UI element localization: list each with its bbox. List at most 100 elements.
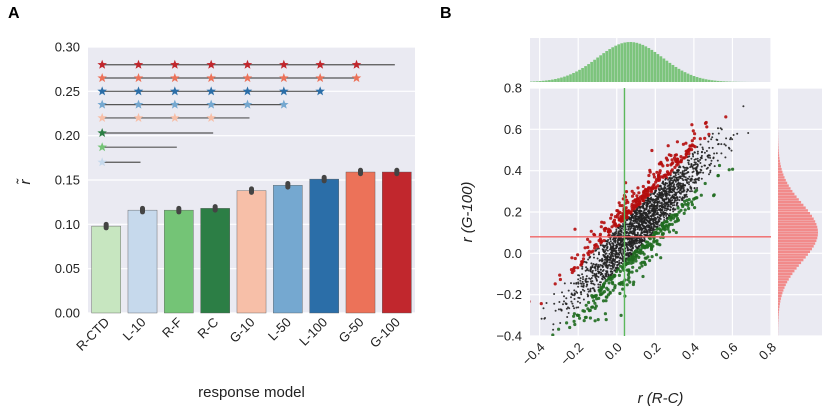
scatter-point (619, 214, 623, 219)
scatter-point (640, 244, 645, 248)
scatter-point (681, 170, 684, 173)
scatter-point (621, 248, 624, 251)
scatter-point (660, 197, 663, 200)
scatter-point (699, 193, 703, 197)
scatter-point (664, 211, 667, 214)
scatter-point (622, 223, 624, 225)
y-axis-label: r (G-100) (459, 182, 476, 243)
marginal-y-bar (778, 151, 779, 154)
scatter-point (689, 190, 692, 193)
scatter-point (595, 249, 598, 252)
scatter-point (731, 167, 735, 171)
scatter-point (724, 144, 727, 147)
scatter-point (587, 288, 589, 291)
scatter-point (616, 256, 619, 259)
scatter-point (696, 146, 699, 148)
scatter-point (648, 168, 652, 172)
scatter-point (629, 222, 632, 224)
scatter-point (649, 223, 652, 226)
scatter-point (591, 280, 594, 283)
scatter-point (685, 179, 688, 182)
scatter-point (605, 264, 608, 267)
marginal-x-bar (662, 58, 666, 82)
scatter-point (697, 179, 700, 182)
scatter-point (633, 210, 635, 213)
marginal-x-bar (602, 53, 606, 82)
scatter-point (639, 249, 643, 253)
scatter-point (645, 204, 648, 207)
bar-l-50 (273, 185, 303, 314)
x-tick-label: L-100 (296, 315, 330, 349)
scatter-point (573, 294, 576, 297)
scatter-point (669, 163, 673, 167)
marginal-y-bar (778, 159, 780, 163)
x-tick-label: R-F (159, 314, 185, 340)
scatter-point (659, 185, 662, 188)
scatter-point (686, 188, 689, 191)
scatter-point (609, 247, 612, 250)
marginal-y-bar (778, 264, 799, 267)
scatter-point (656, 207, 659, 210)
marginal-x-bar (542, 80, 545, 82)
scatter-point (664, 193, 667, 196)
significance-star (97, 112, 107, 122)
significance-star (133, 59, 144, 69)
scatter-point (612, 234, 615, 237)
scatter-point (686, 195, 688, 198)
scatter-point (592, 253, 595, 256)
scatter-point (665, 158, 670, 162)
scatter-point (643, 239, 646, 242)
scatter-point (598, 251, 600, 254)
scatter-point (632, 227, 635, 230)
significance-star (279, 73, 289, 83)
scatter-point (665, 196, 668, 199)
marginal-x-bar (686, 73, 690, 82)
scatter-point (602, 249, 605, 251)
scatter-point (696, 187, 699, 189)
scatter-point (645, 214, 648, 217)
scatter-point (644, 228, 647, 230)
marginal-y-bar (778, 305, 780, 309)
scatter-point (701, 146, 704, 149)
scatter-point (570, 296, 572, 299)
marginal-x-bar (710, 80, 714, 82)
scatter-point (646, 255, 650, 259)
scatter-point (673, 178, 676, 181)
significance-star (351, 59, 362, 69)
scatter-point (692, 136, 696, 140)
bar-r-f (164, 209, 194, 314)
scatter-point (619, 228, 622, 231)
scatter-point (651, 244, 655, 248)
scatter-point (677, 168, 680, 171)
scatter-point (610, 259, 612, 262)
scatter-point (603, 276, 606, 279)
marginal-y-bar (778, 267, 797, 270)
marginal-x-bar (695, 77, 699, 82)
scatter-point (643, 209, 646, 212)
scatter-point (676, 188, 679, 191)
scatter-point (636, 231, 639, 234)
scatter-point (570, 282, 572, 285)
scatter-point (591, 274, 594, 277)
scatter-point (615, 230, 618, 233)
scatter-point (552, 323, 555, 326)
scatter-point (638, 238, 641, 241)
scatter-point (672, 184, 675, 187)
scatter-point (711, 132, 714, 135)
scatter-point (671, 191, 674, 194)
scatter-point (591, 271, 594, 274)
marginal-x-bar (563, 76, 566, 82)
scatter-point (597, 286, 600, 289)
scatter-point (631, 265, 635, 269)
scatter-point (724, 115, 728, 119)
scatter-point (677, 190, 680, 193)
marginal-x-bar (671, 64, 675, 82)
scatter-point (596, 257, 599, 260)
x-tick-label: 0.2 (640, 340, 663, 363)
scatter-point (712, 193, 716, 197)
scatter-point (629, 240, 632, 243)
scatter-point (633, 225, 636, 228)
scatter-point (689, 180, 692, 182)
scatter-point (525, 321, 527, 323)
scatter-point (656, 231, 661, 235)
